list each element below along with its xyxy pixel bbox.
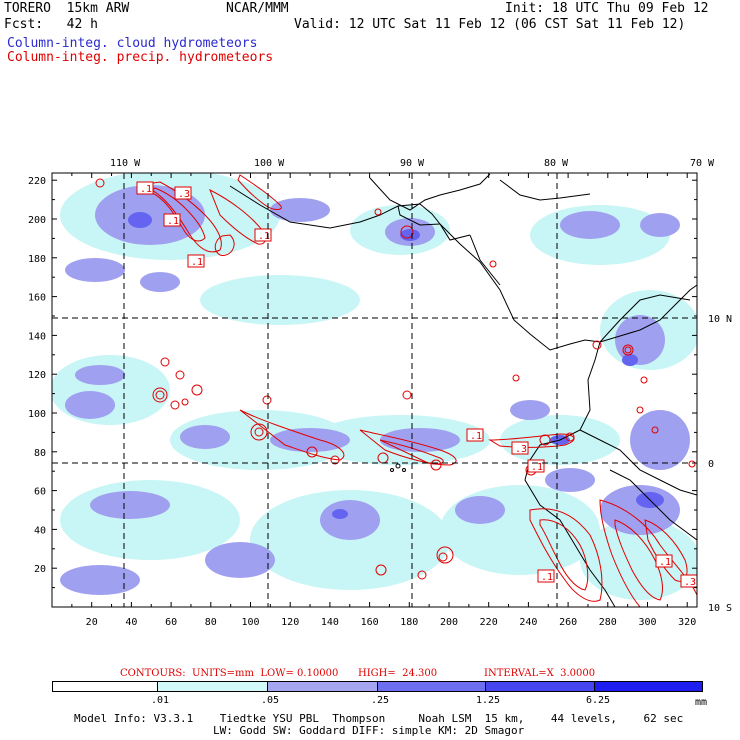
legend-swatch — [52, 681, 158, 692]
cloud-shading-layer — [52, 173, 697, 600]
init-time: Init: 18 UTC Thu 09 Feb 12 — [505, 1, 709, 16]
x-tick-label: 200 — [440, 617, 458, 628]
y-tick-label: 40 — [34, 525, 46, 536]
x-tick-label: 180 — [400, 617, 418, 628]
y-tick-label: 60 — [34, 487, 46, 498]
model-info: Model Info: V3.3.1 Tiedtke YSU PBL Thomp… — [74, 712, 684, 725]
valid-time: Valid: 12 UTC Sat 11 Feb 12 (06 CST Sat … — [294, 17, 686, 32]
cloud-mid-region — [60, 185, 690, 595]
x-tick-label: 220 — [480, 617, 498, 628]
contour-label: .3 — [515, 444, 527, 455]
lat-label: 10 N — [708, 314, 732, 325]
legend-unit: mm — [695, 697, 708, 708]
contour-label: .1 — [191, 257, 203, 268]
lat-labels: 10 N 0 10 S — [708, 314, 732, 614]
legend-swatch — [267, 681, 378, 692]
legend-swatch — [594, 681, 703, 692]
legend-swatch — [485, 681, 595, 692]
lon-label: 100 W — [254, 158, 285, 169]
legend-tick: .05 — [261, 695, 280, 706]
x-tick-label: 300 — [638, 617, 656, 628]
contour-labels: .1 .3 .1 .1 .1 .1 .1 .3 .1 .1 .3 — [136, 181, 698, 588]
x-tick-label: 320 — [678, 617, 696, 628]
model-title: TORERO 15km ARW — [4, 1, 130, 16]
cloud-field-label: Column-integ. cloud hydrometeors — [7, 36, 258, 51]
contour-label: .1 — [167, 216, 179, 227]
latlon-grid — [52, 173, 697, 607]
lon-label: 110 W — [110, 158, 141, 169]
x-tick-label: 80 — [205, 617, 217, 628]
y-tick-label: 140 — [28, 331, 46, 342]
x-tick-label: 20 — [86, 617, 98, 628]
y-tick-label: 180 — [28, 254, 46, 265]
contour-label: .1 — [470, 431, 482, 442]
x-tick-label: 260 — [559, 617, 577, 628]
y-tick-label: 200 — [28, 215, 46, 226]
legend-tick: 6.25 — [586, 695, 611, 706]
y-tick-label: 220 — [28, 176, 46, 187]
precip-field-label: Column-integ. precip. hydrometeors — [7, 50, 274, 65]
contour-units: CONTOURS: UNITS=mm LOW= 0.10000 — [120, 668, 339, 679]
legend-tick: 1.25 — [476, 695, 501, 706]
contour-label: .1 — [659, 557, 671, 568]
contour-label: .1 — [541, 572, 553, 583]
map-frame — [51, 172, 698, 608]
lat-label: 0 — [708, 459, 714, 470]
lat-label: 10 S — [708, 603, 732, 614]
lon-label: 90 W — [400, 158, 425, 169]
x-tick-label: 240 — [519, 617, 537, 628]
legend-tick: .25 — [371, 695, 390, 706]
contour-label: .1 — [258, 231, 270, 242]
physics-info: LW: Godd SW: Goddard DIFF: simple KM: 2D… — [213, 724, 525, 737]
lon-label: 70 W — [690, 158, 715, 169]
x-tick-label: 40 — [125, 617, 137, 628]
legend-tick: .01 — [151, 695, 170, 706]
contour-high: HIGH= 24.300 — [358, 668, 438, 679]
contour-interval: INTERVAL=X 3.0000 — [484, 668, 596, 679]
lon-labels: 110 W 100 W 90 W 80 W 70 W — [110, 158, 715, 169]
y-tick-label: 20 — [34, 564, 46, 575]
contour-label: .1 — [140, 184, 152, 195]
legend-swatch — [377, 681, 486, 692]
y-tick-labels: 20 40 60 80 100 120 140 160 180 200 220 — [28, 176, 46, 575]
y-tick-label: 160 — [28, 293, 46, 304]
y-tick-label: 100 — [28, 409, 46, 420]
lon-label: 80 W — [544, 158, 569, 169]
organization-label: NCAR/MMM — [226, 1, 289, 16]
y-tick-label: 120 — [28, 370, 46, 381]
forecast-hour: Fcst: 42 h — [4, 17, 98, 32]
x-tick-label: 100 — [241, 617, 259, 628]
legend-swatch — [157, 681, 268, 692]
x-tick-label: 280 — [599, 617, 617, 628]
x-tick-label: 140 — [321, 617, 339, 628]
x-tick-labels: 20 40 60 80 100 120 140 160 180 200 220 240 260 280 30… — [86, 617, 697, 628]
y-tick-label: 80 — [34, 448, 46, 459]
contour-label: .3 — [178, 189, 190, 200]
x-tick-label: 60 — [165, 617, 177, 628]
contour-label: .3 — [684, 577, 696, 588]
x-tick-label: 120 — [281, 617, 299, 628]
axis-ticks — [51, 173, 697, 608]
contour-label: .1 — [531, 462, 543, 473]
x-tick-label: 160 — [361, 617, 379, 628]
